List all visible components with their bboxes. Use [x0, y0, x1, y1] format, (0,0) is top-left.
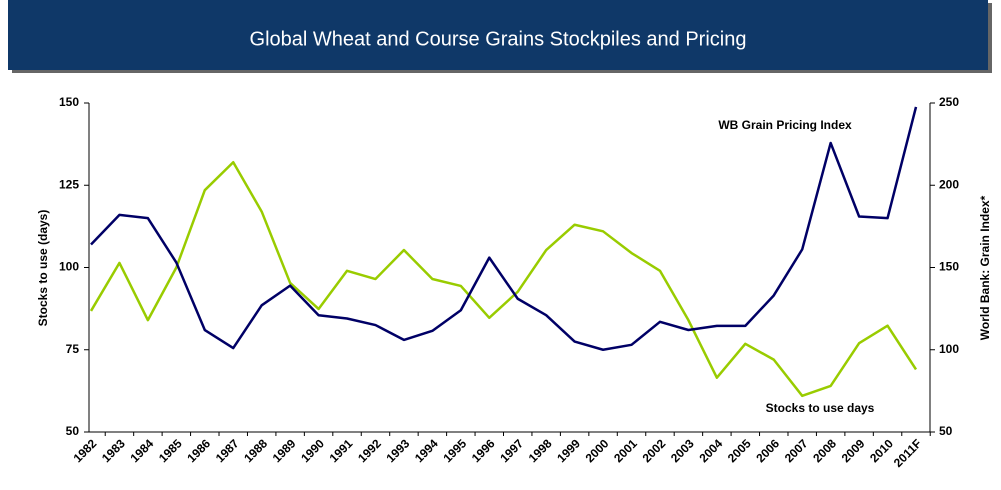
x-tick-label: 1982: [71, 436, 100, 465]
chart-title: Global Wheat and Course Grains Stockpile…: [250, 28, 747, 50]
y-tick-label: 150: [59, 95, 79, 109]
x-tick-label: 2003: [668, 436, 697, 465]
x-tick-label: 1989: [270, 436, 299, 465]
y-tick-label: 50: [66, 424, 80, 438]
x-tick-label: 2006: [753, 436, 782, 465]
x-tick-label: 2005: [725, 436, 754, 465]
y2-tick-label: 100: [939, 342, 959, 356]
x-tick-label: 1983: [99, 436, 128, 465]
x-tick-label: 1993: [384, 436, 413, 465]
x-tick-label: 1997: [497, 436, 526, 465]
y2-axis-label: World Bank: Grain Index*: [978, 195, 992, 340]
x-tick-label: 1987: [213, 436, 242, 465]
x-tick-label: 1988: [241, 436, 270, 465]
x-tick-label: 1984: [127, 436, 156, 465]
x-tick-label: 1986: [184, 436, 213, 465]
y2-tick-label: 50: [939, 424, 953, 438]
x-tick-label: 2008: [810, 436, 839, 465]
x-tick-label: 2011F: [891, 436, 924, 469]
x-tick-label: 2009: [839, 436, 868, 465]
y-tick-label: 100: [59, 260, 79, 274]
line-series: [90, 106, 918, 351]
annotation: WB Grain Pricing Index: [718, 118, 852, 132]
x-tick-label: 2001: [611, 436, 640, 465]
y2-tick-label: 200: [939, 177, 959, 191]
annotation: Stocks to use days: [766, 401, 875, 415]
x-tick-label: 1994: [412, 436, 441, 465]
x-tick-label: 2007: [782, 436, 811, 465]
x-tick-label: 1999: [554, 436, 583, 465]
y-axis-label: Stocks to use (days): [36, 210, 50, 327]
x-tick-label: 1995: [440, 436, 469, 465]
line-series: [89, 160, 918, 398]
x-tick-label: 2002: [640, 436, 669, 465]
y-tick-label: 125: [59, 177, 79, 191]
y2-tick-label: 150: [939, 260, 959, 274]
y2-tick-label: 250: [939, 95, 959, 109]
x-tick-label: 1998: [526, 436, 555, 465]
x-tick-label: 1996: [469, 436, 498, 465]
x-tick-label: 1991: [327, 436, 356, 465]
x-tick-label: 2004: [696, 436, 725, 465]
x-tick-label: 1992: [355, 436, 384, 465]
x-tick-label: 1985: [156, 436, 185, 465]
x-tick-label: 2000: [583, 436, 612, 465]
y-tick-label: 75: [66, 342, 80, 356]
title-banner: [8, 0, 988, 70]
x-tick-label: 1990: [298, 436, 327, 465]
